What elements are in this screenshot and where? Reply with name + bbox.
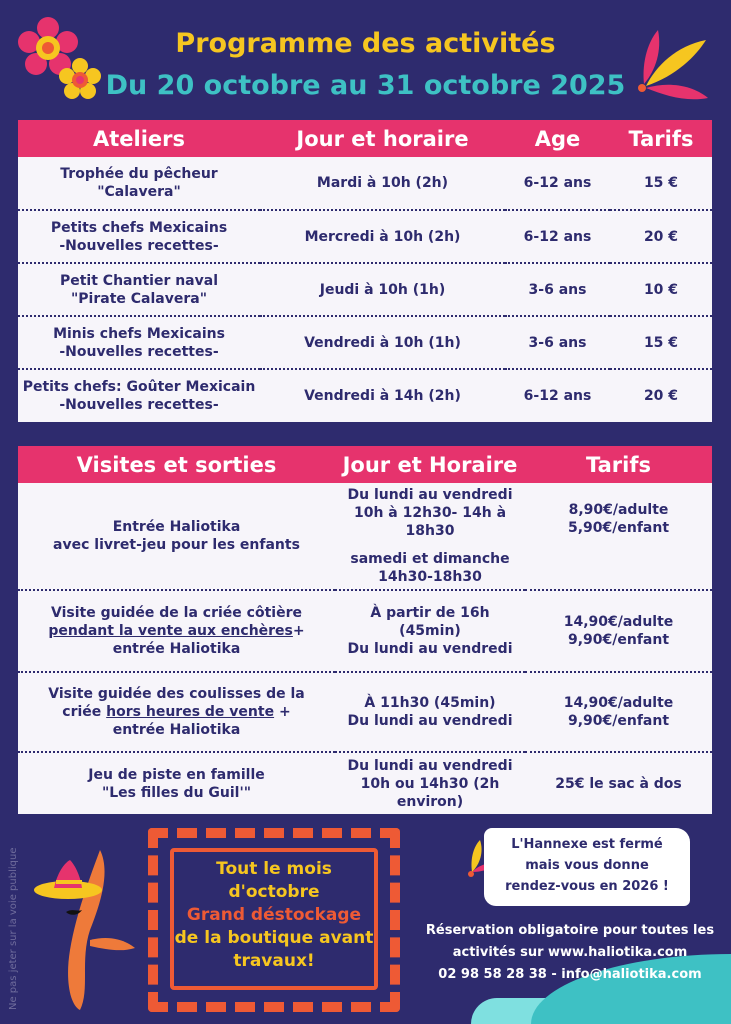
activity-cell: Entrée Haliotika avec livret-jeu pour les… [18, 483, 335, 591]
column-header: Visites et sorties [18, 446, 335, 483]
table-row: Entrée Haliotika avec livret-jeu pour les… [18, 483, 712, 591]
decorative-frame [148, 828, 400, 1012]
price-cell: 8,90€/adulte 5,90€/enfant [525, 483, 712, 591]
age-cell: 6-12 ans [505, 210, 610, 264]
schedule-cell: Mardi à 10h (2h) [260, 157, 505, 211]
column-header: Tarifs [610, 120, 712, 157]
page-title: Programme des activités [175, 28, 556, 59]
schedule-cell: À partir de 16h (45min) Du lundi au vendr… [335, 590, 525, 673]
activity-cell: Trophée du pêcheur "Calavera" [18, 157, 260, 211]
flower-icon [18, 17, 101, 99]
schedule-cell: Vendredi à 14h (2h) [304, 388, 461, 404]
price-cell: 15 € [610, 157, 712, 211]
shrimp-mascot-icon [34, 850, 135, 1010]
activity-cell: Petits chefs: Goûter Mexicain -Nouvelles … [22, 379, 256, 413]
table-row: Visite guidée de la criée côtière pendant… [18, 590, 712, 673]
schedule-cell: À 11h30 (45min) Du lundi au vendredi [335, 672, 525, 753]
reservation-info: Réservation obligatoire pour toutes les … [420, 920, 720, 986]
page-subtitle: Du 20 octobre au 31 octobre 2025 [105, 70, 626, 101]
price-cell: 14,90€/adulte 9,90€/enfant [525, 672, 712, 753]
promo-box: Tout le mois d'octobre Grand déstockage … [170, 848, 378, 990]
column-header: Tarifs [525, 446, 712, 483]
schedule-cell: Du lundi au vendredi 10h ou 14h30 (2h env… [347, 757, 513, 810]
column-header: Age [505, 120, 610, 157]
column-header: Ateliers [18, 120, 260, 157]
table-row: Trophée du pêcheur "Calavera" Mardi à 10h… [18, 157, 712, 211]
activity-cell: Visite guidée de la criée côtière pendant… [18, 590, 335, 673]
table-row: Petits chefs Mexicains -Nouvelles recette… [18, 210, 712, 264]
schedule-cell: Du lundi au vendredi 10h à 12h30- 14h à 1… [335, 483, 525, 591]
price-cell: 10 € [610, 263, 712, 317]
price-cell: 20 € [610, 210, 712, 264]
schedule-cell: Mercredi à 10h (2h) [260, 210, 505, 264]
activity-cell: Visite guidée des coulisses de la criée h… [18, 672, 335, 753]
contact-info[interactable]: 02 98 58 28 38 - info@haliotika.com [438, 967, 702, 982]
activity-cell: Minis chefs Mexicains -Nouvelles recettes… [18, 316, 260, 370]
price-cell: 15 € [610, 316, 712, 370]
table-row: Jeu de piste en famille "Les filles du Gu… [18, 752, 712, 814]
visites-table: Visites et sorties Jour et Horaire Tarif… [18, 446, 712, 814]
column-header: Jour et horaire [260, 120, 505, 157]
activity-cell: Jeu de piste en famille "Les filles du Gu… [88, 766, 265, 801]
splash-icon [638, 30, 708, 100]
table-row: Minis chefs Mexicains -Nouvelles recettes… [18, 316, 712, 370]
activity-cell: Petits chefs Mexicains -Nouvelles recette… [18, 210, 260, 264]
notice-box: L'Hannexe est fermé mais vous donne rend… [484, 828, 690, 906]
table-row: Visite guidée des coulisses de la criée h… [18, 672, 712, 753]
schedule-cell: Jeudi à 10h (1h) [260, 263, 505, 317]
column-header: Jour et Horaire [335, 446, 525, 483]
activity-cell: Petit Chantier naval "Pirate Calavera" [18, 263, 260, 317]
table-row: Petit Chantier naval "Pirate Calavera" Je… [18, 263, 712, 317]
age-cell: 6-12 ans [523, 388, 592, 404]
price-cell: 25€ le sac à dos [555, 775, 682, 792]
table-row: Petits chefs: Goûter Mexicain -Nouvelles … [18, 369, 712, 422]
side-note: Ne pas jeter sur la voie publique [8, 847, 19, 1010]
price-cell: 14,90€/adulte 9,90€/enfant [525, 590, 712, 673]
age-cell: 3-6 ans [505, 316, 610, 370]
ateliers-table: Ateliers Jour et horaire Age Tarifs Trop… [18, 120, 712, 422]
price-cell: 20 € [643, 388, 679, 404]
age-cell: 3-6 ans [505, 263, 610, 317]
website-link[interactable]: activités sur www.haliotika.com [452, 945, 688, 960]
age-cell: 6-12 ans [505, 157, 610, 211]
schedule-cell: Vendredi à 10h (1h) [260, 316, 505, 370]
